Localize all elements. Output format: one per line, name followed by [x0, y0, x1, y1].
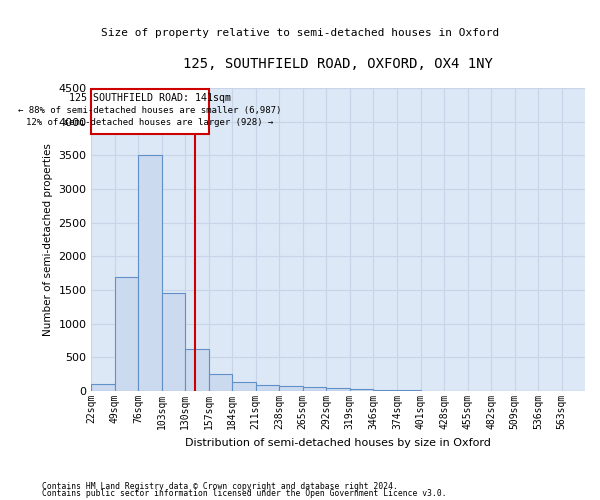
Bar [232, 382, 256, 391]
Bar [326, 388, 350, 391]
Bar [185, 350, 209, 391]
Bar [350, 390, 373, 391]
Bar [279, 386, 302, 391]
Bar [302, 388, 326, 391]
Bar [162, 294, 185, 391]
Bar [421, 390, 444, 391]
Bar [373, 390, 397, 391]
Bar [115, 276, 139, 391]
Bar [139, 156, 162, 391]
Bar [397, 390, 421, 391]
FancyBboxPatch shape [91, 90, 209, 134]
Bar [91, 384, 115, 391]
Y-axis label: Number of semi-detached properties: Number of semi-detached properties [43, 143, 53, 336]
Title: 125, SOUTHFIELD ROAD, OXFORD, OX4 1NY: 125, SOUTHFIELD ROAD, OXFORD, OX4 1NY [183, 58, 493, 71]
Text: Contains public sector information licensed under the Open Government Licence v3: Contains public sector information licen… [42, 490, 446, 498]
Text: 125 SOUTHFIELD ROAD: 141sqm: 125 SOUTHFIELD ROAD: 141sqm [69, 93, 231, 103]
Text: Contains HM Land Registry data © Crown copyright and database right 2024.: Contains HM Land Registry data © Crown c… [42, 482, 398, 491]
Text: ← 88% of semi-detached houses are smaller (6,987): ← 88% of semi-detached houses are smalle… [19, 106, 282, 114]
Text: Size of property relative to semi-detached houses in Oxford: Size of property relative to semi-detach… [101, 28, 499, 38]
Bar [209, 374, 232, 391]
Bar [256, 385, 279, 391]
Text: 12% of semi-detached houses are larger (928) →: 12% of semi-detached houses are larger (… [26, 118, 274, 127]
X-axis label: Distribution of semi-detached houses by size in Oxford: Distribution of semi-detached houses by … [185, 438, 491, 448]
